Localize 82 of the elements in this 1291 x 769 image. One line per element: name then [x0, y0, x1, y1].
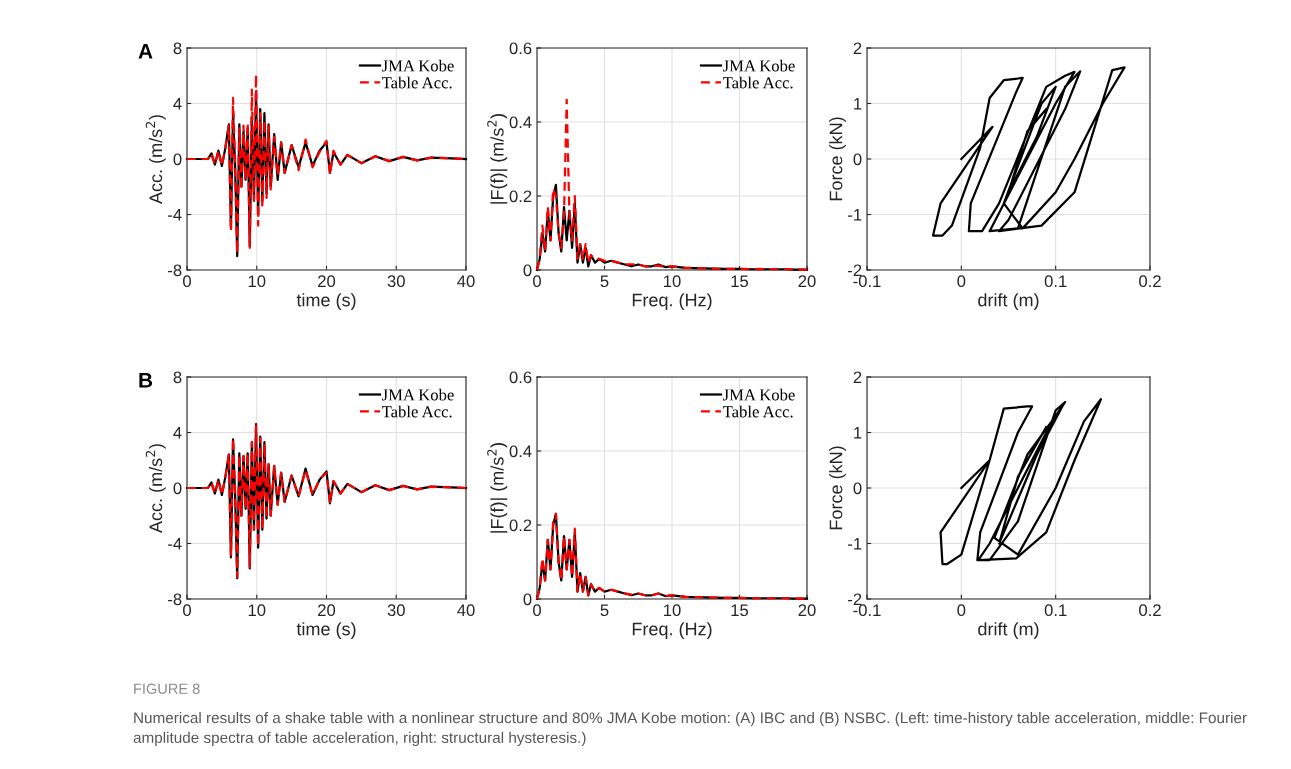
x-tick-label: 30	[387, 275, 405, 288]
line-series	[939, 398, 1103, 566]
text: Numerical results of a shake table with a nonlinear structure and 80% JMA Kobe motion: (A) IBC and (B) NSBC. (Left: time-history table acceleration, middle: Fourier amplitude spectra of table acceleration, right: structural hysteresis.)	[133, 712, 1247, 747]
y-axis-title: Acc. (m/s$^{2}$)	[145, 444, 166, 534]
y-tick-label: -8	[168, 593, 182, 606]
x-tick-label: 40	[457, 275, 475, 288]
x-tick-label: 20	[798, 604, 816, 617]
y-tick-label: 0	[523, 264, 532, 277]
x-tick-label: 0.2	[1139, 275, 1161, 288]
y-tick-label: -2	[848, 264, 862, 277]
x-axis-title: drift (m)	[978, 622, 1039, 639]
y-tick-label: 0.2	[509, 519, 532, 532]
legend-label: Table Acc.	[381, 405, 452, 418]
x-tick-label: 0	[957, 275, 966, 288]
y-tick-label: -4	[168, 538, 182, 550]
x-tick-label: 10	[248, 604, 266, 617]
y-tick-label: 2	[853, 42, 862, 55]
x-tick-label: 0.2	[1139, 604, 1161, 617]
y-tick-label: 0	[173, 153, 182, 166]
x-axis-title: time (s)	[296, 293, 356, 310]
x-axis-title: Freq. (Hz)	[632, 622, 712, 640]
x-tick-label: 15	[731, 275, 749, 288]
y-tick-label: 1	[854, 427, 862, 439]
x-axis-title: drift (m)	[978, 293, 1039, 310]
x-tick-label: 10	[664, 275, 681, 288]
x-tick-label: 0	[183, 275, 191, 288]
line-series	[931, 66, 1126, 237]
y-tick-label: 0	[853, 482, 862, 495]
x-tick-label: 40	[457, 604, 475, 617]
text: B	[139, 373, 153, 388]
y-tick-label: -4	[168, 209, 182, 221]
x-tick-label: 0.1	[1044, 275, 1067, 288]
legend-label: JMA Kobe	[381, 59, 454, 72]
x-tick-label: -0.1	[853, 275, 881, 288]
x-tick-label: 0.1	[1044, 604, 1067, 617]
y-tick-label: 0	[173, 482, 182, 495]
y-axis-title: Acc. (m/s$^{2}$)	[145, 115, 166, 205]
x-tick-label: 20	[318, 275, 336, 288]
legend-label: Table Acc.	[722, 405, 793, 418]
y-tick-label: 8	[173, 42, 182, 55]
x-tick-label: 15	[731, 604, 749, 617]
legend-label: JMA Kobe	[381, 388, 454, 401]
y-tick-label: 0.6	[509, 42, 532, 55]
y-tick-label: -1	[848, 209, 862, 221]
y-tick-label: 0.4	[509, 116, 532, 129]
x-tick-label: 30	[387, 604, 405, 617]
text: A	[138, 44, 153, 59]
x-tick-label: 20	[318, 604, 336, 617]
y-tick-label: 4	[173, 427, 182, 439]
x-axis-title: time (s)	[296, 622, 356, 639]
y-axis-title: Force (kN)	[829, 446, 846, 530]
y-axis-title: Force (kN)	[829, 117, 846, 201]
x-tick-label: 0	[957, 604, 966, 617]
x-axis-title: Freq. (Hz)	[632, 293, 712, 311]
x-tick-label: 0	[183, 604, 191, 617]
x-tick-label: 0	[533, 275, 541, 288]
y-tick-label: 0	[523, 593, 532, 606]
y-tick-label: -1	[848, 538, 862, 550]
y-tick-label: 0.4	[509, 445, 532, 458]
x-tick-label: -0.1	[853, 604, 881, 617]
caption: FIGURE 8	[134, 683, 200, 694]
legend-label: JMA Kobe	[722, 59, 795, 72]
x-tick-label: 10	[664, 604, 681, 617]
x-tick-label: 5	[600, 275, 609, 288]
y-tick-label: 0.2	[509, 190, 532, 203]
y-tick-label: 1	[854, 98, 862, 110]
y-axis-title: |F(f)| (m/s$^{2}$)	[487, 114, 508, 204]
x-tick-label: 5	[600, 604, 609, 617]
legend-label: JMA Kobe	[722, 388, 795, 401]
y-tick-label: 0.6	[509, 371, 532, 384]
x-tick-label: 0	[533, 604, 541, 617]
x-tick-label: 20	[798, 275, 816, 288]
y-tick-label: -2	[848, 593, 862, 606]
x-tick-label: 10	[248, 275, 266, 288]
y-axis-title: |F(f)| (m/s$^{2}$)	[487, 443, 508, 533]
y-tick-label: -8	[168, 264, 182, 277]
y-tick-label: 8	[173, 371, 182, 384]
legend-label: Table Acc.	[381, 76, 452, 89]
y-tick-label: 4	[173, 98, 182, 110]
y-tick-label: 0	[853, 153, 862, 166]
y-tick-label: 2	[853, 371, 862, 384]
legend-label: Table Acc.	[722, 76, 793, 89]
